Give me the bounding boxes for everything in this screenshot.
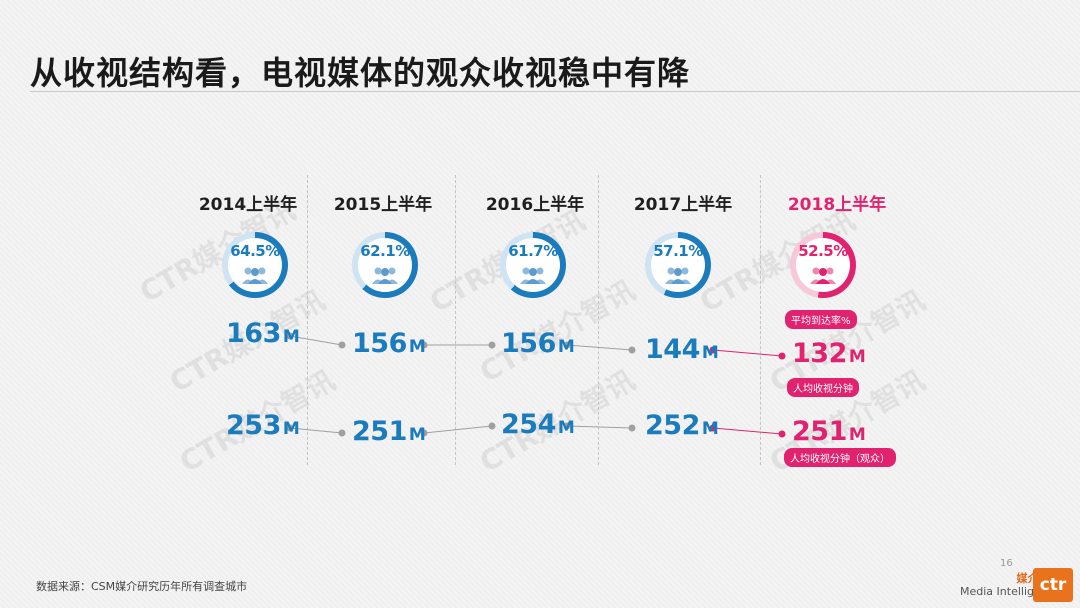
audience-icon [242, 267, 268, 284]
audience-icon [520, 267, 546, 284]
avg-minutes-2018: 132 M [792, 338, 866, 369]
reach-percent: 52.5% [798, 242, 848, 260]
reach-label: 平均到达率% [785, 310, 857, 329]
viewer-minutes-2017: 252 M [645, 410, 719, 441]
reach-ring-2014: 64.5% [222, 232, 288, 298]
avg-minutes-2016: 156 M [501, 328, 575, 359]
reach-ring-2015: 62.1% [352, 232, 418, 298]
year-label-2014: 2014上半年 [198, 195, 298, 215]
viewer-minutes-2015: 251 M [352, 416, 426, 447]
avg-minutes-label: 人均收视分钟 [787, 378, 859, 397]
year-label-2016: 2016上半年 [485, 195, 585, 215]
year-label-2018: 2018上半年 [787, 195, 887, 215]
year-label-2017: 2017上半年 [633, 195, 733, 215]
reach-percent: 64.5% [230, 242, 280, 260]
audience-icon [372, 267, 398, 284]
avg-minutes-2017: 144 M [645, 334, 719, 365]
column-divider [598, 175, 599, 465]
reach-ring-2016: 61.7% [500, 232, 566, 298]
page-number: 16 [1000, 558, 1013, 569]
reach-ring-2018: 52.5% [790, 232, 856, 298]
reach-percent: 61.7% [508, 242, 558, 260]
page-title: 从收视结构看，电视媒体的观众收视稳中有降 [30, 54, 691, 92]
reach-percent: 57.1% [653, 242, 703, 260]
viewer-minutes-2018: 251 M [792, 416, 866, 447]
audience-icon [810, 267, 836, 284]
viewer-minutes-2016: 254 M [501, 409, 575, 440]
column-divider [455, 175, 456, 465]
audience-icon [665, 267, 691, 284]
avg-minutes-2015: 156 M [352, 328, 426, 359]
reach-percent: 62.1% [360, 242, 410, 260]
viewer-minutes-2014: 253 M [226, 410, 300, 441]
reach-ring-2017: 57.1% [645, 232, 711, 298]
avg-minutes-2014: 163 M [226, 318, 300, 349]
year-label-2015: 2015上半年 [333, 195, 433, 215]
viewer-minutes-label: 人均收视分钟（观众） [784, 448, 896, 467]
data-source-note: 数据来源：CSM媒介研究历年所有调查城市 [36, 580, 248, 593]
column-divider [760, 175, 761, 465]
title-divider [30, 91, 1080, 92]
column-divider [307, 175, 308, 465]
ctr-logo: ctr [1033, 568, 1073, 602]
